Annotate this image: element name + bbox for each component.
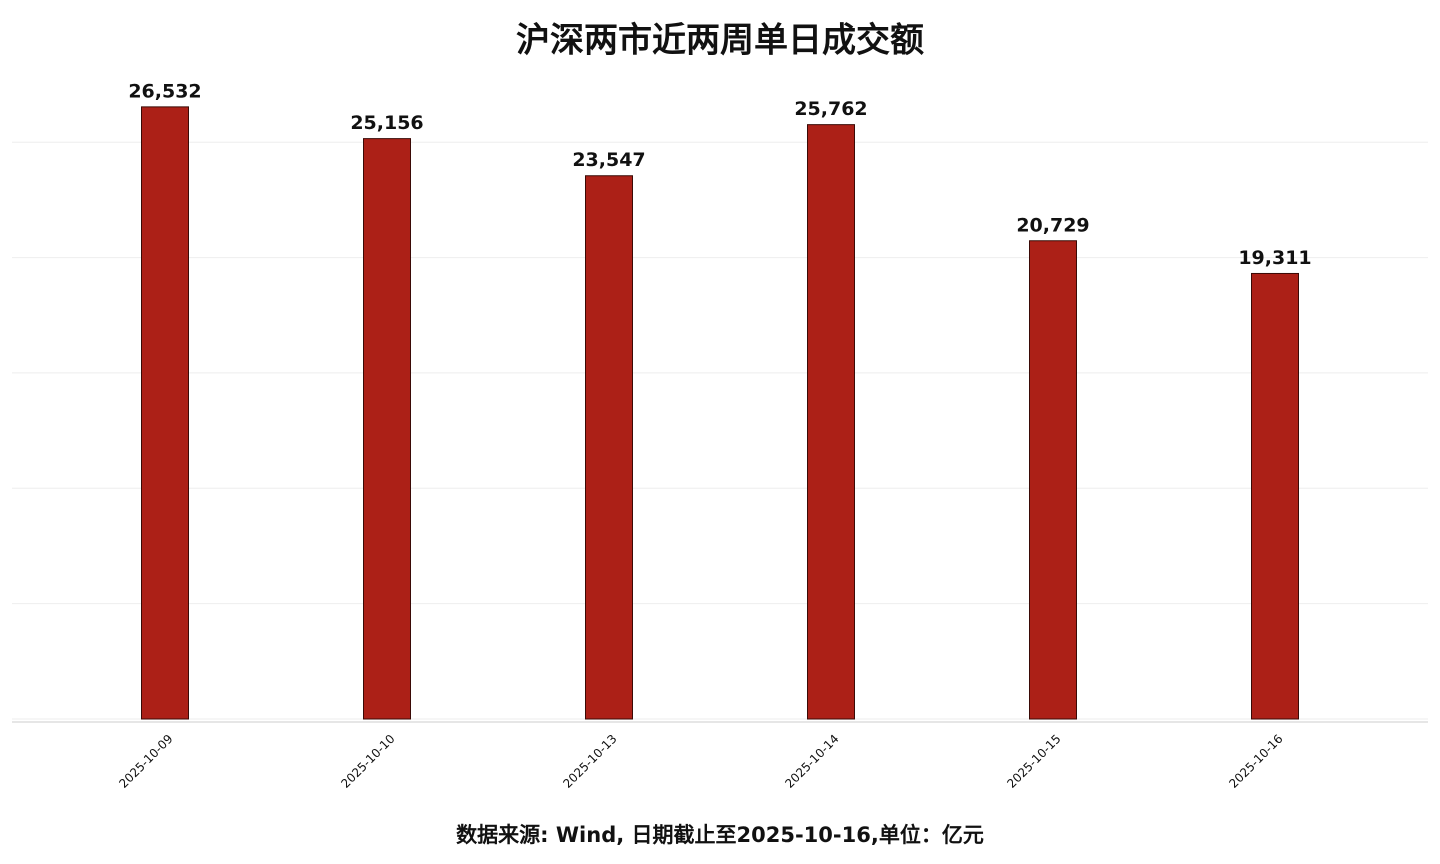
x-tick-label: 2025-10-16: [1226, 732, 1285, 791]
x-tick-label: 2025-10-09: [116, 732, 175, 791]
bar: [1029, 240, 1077, 720]
x-tick-label: 2025-10-13: [560, 732, 619, 791]
x-tick-label: 2025-10-10: [338, 732, 397, 791]
value-label: 25,156: [350, 112, 423, 134]
source-note: 数据来源: Wind, 日期截止至2025-10-16,单位：亿元: [456, 823, 984, 847]
value-label: 25,762: [794, 98, 867, 120]
bar: [807, 124, 855, 720]
x-tick-label: 2025-10-15: [1004, 732, 1063, 791]
value-label: 19,311: [1238, 247, 1311, 269]
value-label: 26,532: [128, 80, 201, 102]
x-tick-label: 2025-10-14: [782, 732, 841, 791]
value-label: 20,729: [1016, 214, 1089, 236]
bar: [363, 138, 411, 720]
bar: [585, 175, 633, 720]
bar: [141, 106, 189, 720]
chart-title: 沪深两市近两周单日成交额: [516, 21, 924, 61]
value-label: 23,547: [572, 149, 645, 171]
bar: [1251, 272, 1299, 720]
